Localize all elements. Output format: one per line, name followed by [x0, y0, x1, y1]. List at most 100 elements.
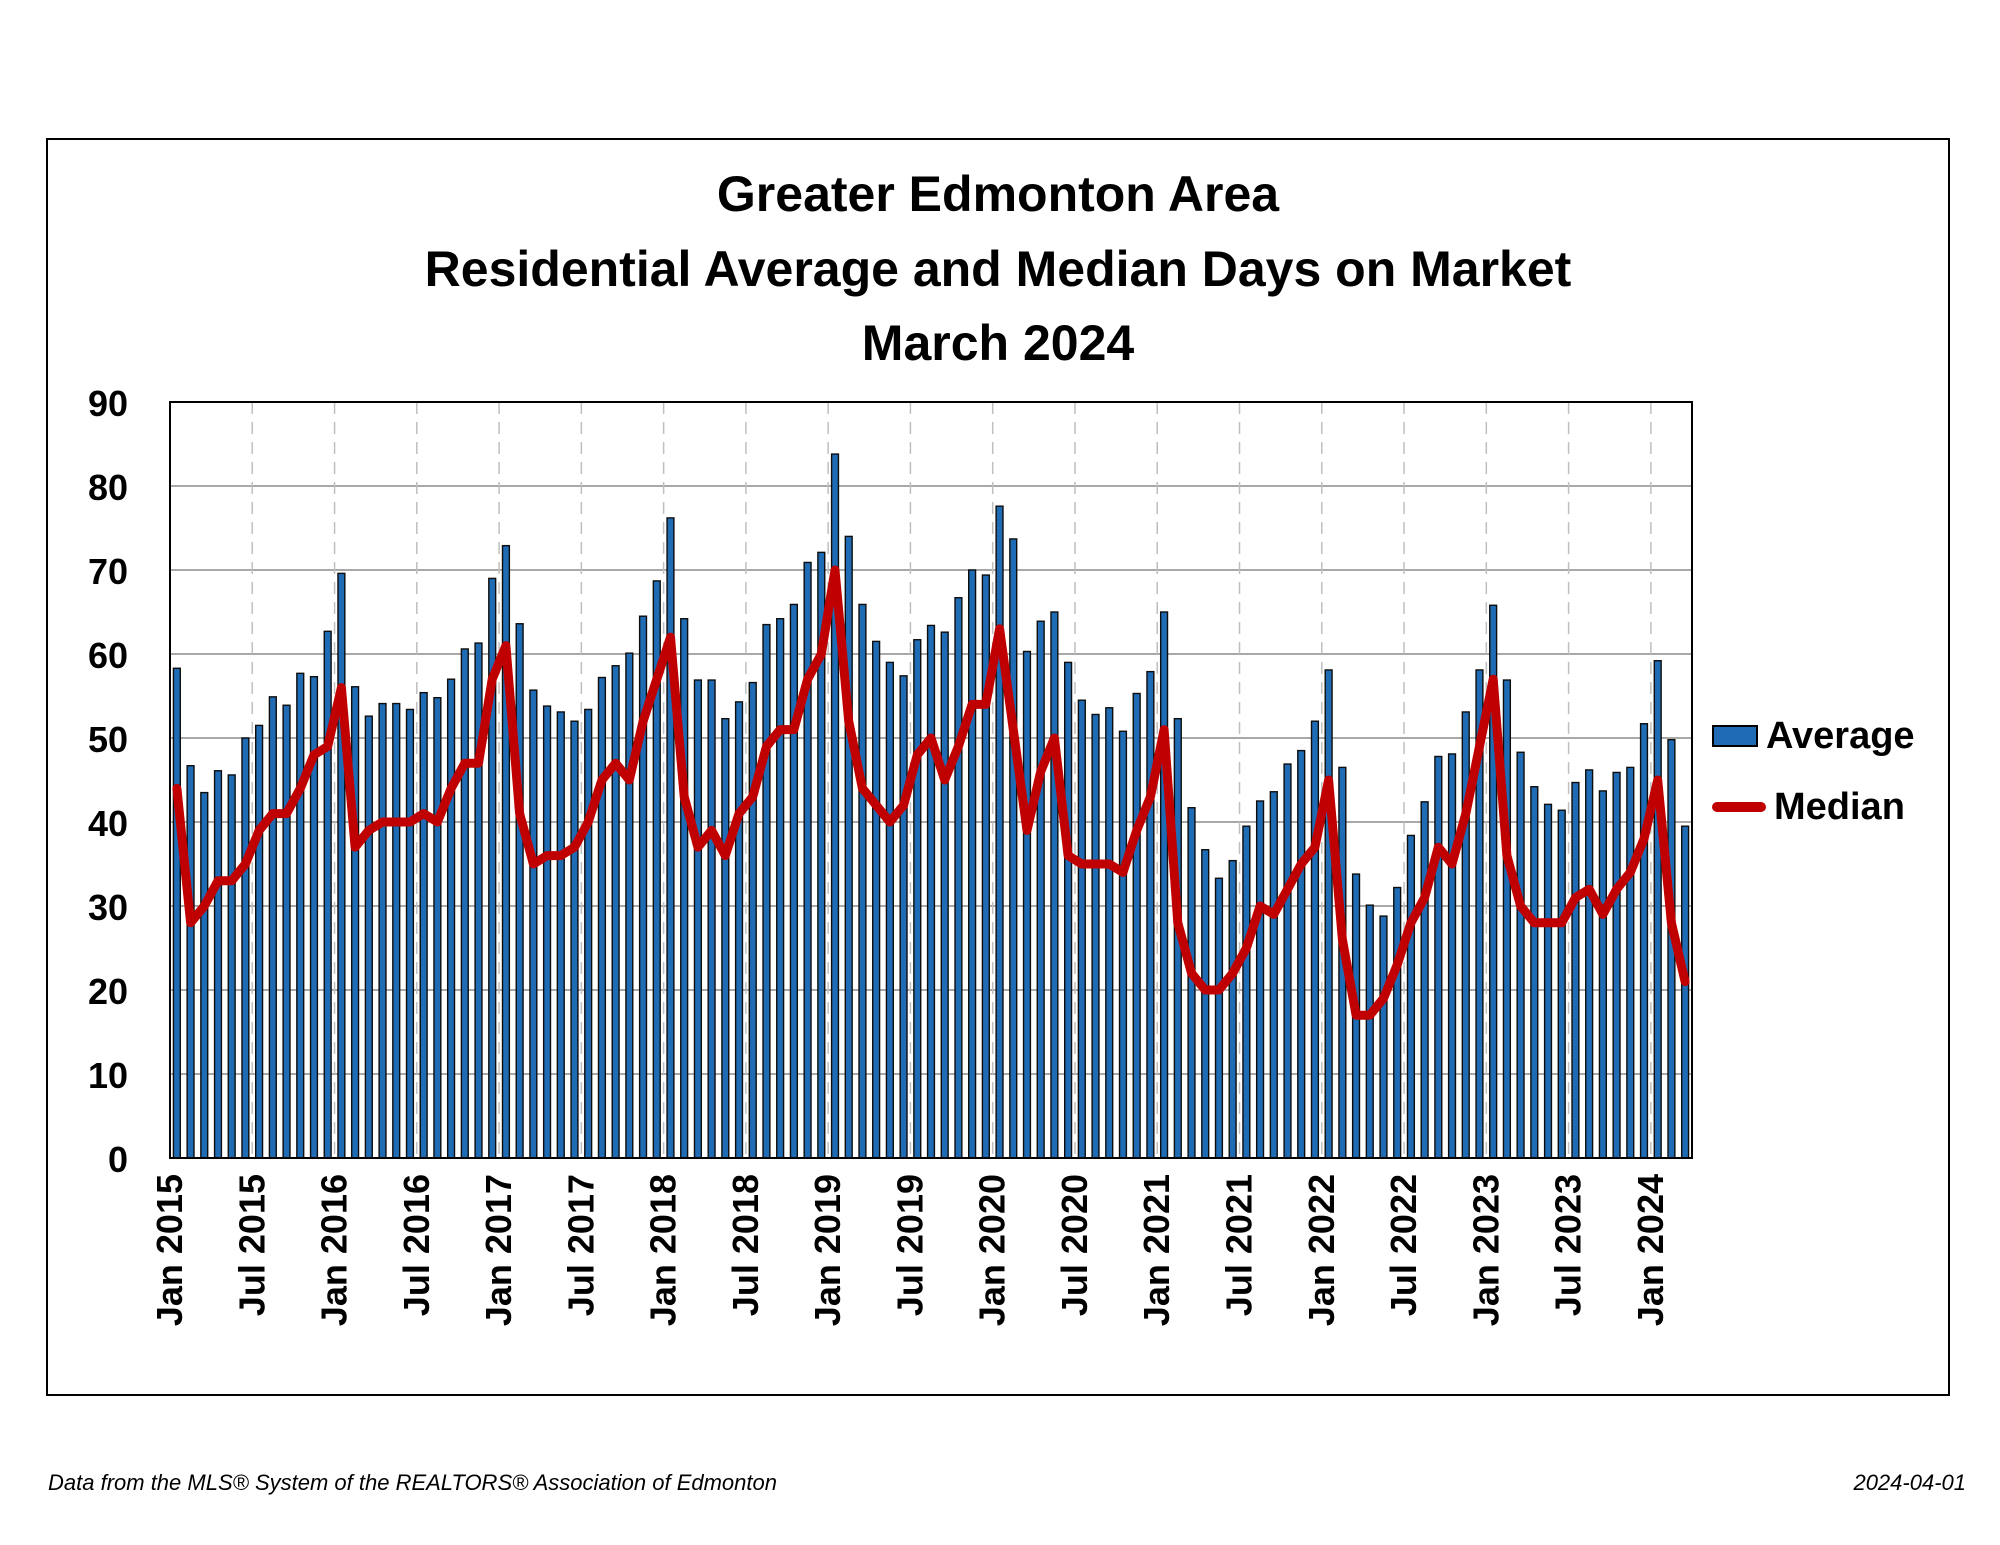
bar-average [296, 672, 305, 1159]
bar-average [405, 708, 415, 1159]
bar-average [419, 691, 428, 1159]
bar-average [1571, 781, 1580, 1159]
x-tick-label: Jan 2021 [1136, 1174, 1177, 1326]
bar-average [1406, 834, 1416, 1159]
bar-average [858, 603, 867, 1159]
y-tick-label: 90 [88, 383, 128, 424]
chart-title-line-2: Residential Average and Median Days on M… [424, 241, 1572, 297]
x-tick-label: Jan 2019 [807, 1174, 848, 1326]
bar-average [542, 705, 552, 1159]
legend-swatch-average [1712, 725, 1758, 747]
bar-average [1365, 904, 1374, 1159]
x-tick-label: Jan 2016 [314, 1174, 355, 1326]
bar-average [1146, 670, 1155, 1159]
y-tick-label: 0 [108, 1139, 128, 1180]
bar-average [1050, 611, 1059, 1159]
bar-average [172, 667, 181, 1159]
bar-average [762, 623, 771, 1159]
bar-average [803, 561, 812, 1159]
bar-average [940, 631, 949, 1159]
bar-average [1118, 730, 1128, 1159]
x-tick-label: Jul 2016 [396, 1174, 437, 1316]
bar-average [254, 724, 264, 1159]
bar-average [1310, 720, 1320, 1159]
x-tick-label: Jan 2017 [478, 1174, 519, 1326]
legend-item-median: Median [1712, 785, 1905, 828]
bar-average [1269, 791, 1278, 1159]
bar-average [1393, 886, 1402, 1159]
bar-average [1242, 825, 1251, 1159]
x-tick-label: Jan 2023 [1465, 1174, 1506, 1326]
bar-average [268, 696, 277, 1159]
bar-average [460, 648, 469, 1159]
bar-average [789, 603, 799, 1159]
bar-average [446, 678, 456, 1159]
bar-average [1557, 809, 1566, 1159]
bar-average [693, 679, 703, 1159]
bar-average [1420, 801, 1429, 1159]
y-tick-label: 50 [88, 719, 128, 760]
bar-average [282, 704, 291, 1159]
bar-average [556, 711, 565, 1159]
bar-average [1598, 790, 1608, 1159]
bar-average [1255, 800, 1265, 1159]
bar-average [1626, 766, 1635, 1159]
bar-average [1105, 707, 1114, 1159]
footer-date: 2024-04-01 [1853, 1470, 1966, 1495]
bar-average [1447, 753, 1457, 1159]
bar-average [392, 702, 401, 1159]
legend-item-average: Average [1712, 714, 1915, 757]
bar-average [666, 517, 675, 1159]
bar-average [899, 675, 908, 1159]
x-tick-label: Jul 2023 [1548, 1174, 1589, 1316]
y-tick-label: 10 [88, 1055, 128, 1096]
x-tick-label: Jan 2015 [149, 1174, 190, 1326]
bar-average [1228, 859, 1237, 1159]
bar-average [1022, 650, 1032, 1159]
bar-average [707, 679, 716, 1159]
bar-average [830, 453, 840, 1159]
x-tick-label: Jul 2022 [1383, 1174, 1424, 1316]
bar-average [926, 624, 936, 1159]
bar-average [981, 574, 990, 1159]
bar-average [1653, 660, 1662, 1159]
bar-average [474, 642, 483, 1159]
bar-average [350, 686, 360, 1159]
series-line-median [172, 565, 1690, 1020]
bar-average [1159, 611, 1169, 1159]
bar-average [734, 701, 744, 1159]
y-tick-label: 60 [88, 635, 128, 676]
bar-average [1214, 877, 1224, 1159]
bar-average [1283, 763, 1292, 1159]
x-tick-label: Jul 2015 [231, 1174, 272, 1316]
bar-average [1502, 679, 1512, 1159]
bar-average [776, 618, 785, 1159]
bar-average [1379, 915, 1388, 1159]
legend-label-average: Average [1766, 714, 1915, 757]
bar-average [570, 720, 579, 1159]
bar-average [337, 572, 346, 1159]
legend-label-median: Median [1774, 785, 1905, 828]
x-tick-label: Jul 2021 [1219, 1174, 1260, 1316]
bar-average [872, 640, 881, 1159]
x-tick-label: Jul 2018 [725, 1174, 766, 1316]
bar-average [611, 665, 620, 1159]
x-tick-label: Jan 2022 [1301, 1174, 1342, 1326]
bar-average [1461, 711, 1470, 1159]
bar-average [1639, 723, 1649, 1159]
bar-average [213, 770, 223, 1159]
x-tick-label: Jul 2017 [560, 1174, 601, 1316]
x-tick-label: Jul 2019 [889, 1174, 930, 1316]
bar-average [1324, 669, 1333, 1159]
y-tick-label: 20 [88, 971, 128, 1012]
x-tick-label: Jan 2018 [643, 1174, 684, 1326]
bar-average [1297, 749, 1306, 1159]
x-tick-label: Jan 2020 [972, 1174, 1013, 1326]
bar-average [968, 569, 977, 1159]
bar-average [1516, 751, 1525, 1159]
bar-average [1036, 620, 1045, 1159]
x-tick-label: Jul 2020 [1054, 1174, 1095, 1316]
bar-average [364, 715, 373, 1159]
bar-average [1612, 771, 1621, 1159]
bar-average [515, 623, 524, 1159]
